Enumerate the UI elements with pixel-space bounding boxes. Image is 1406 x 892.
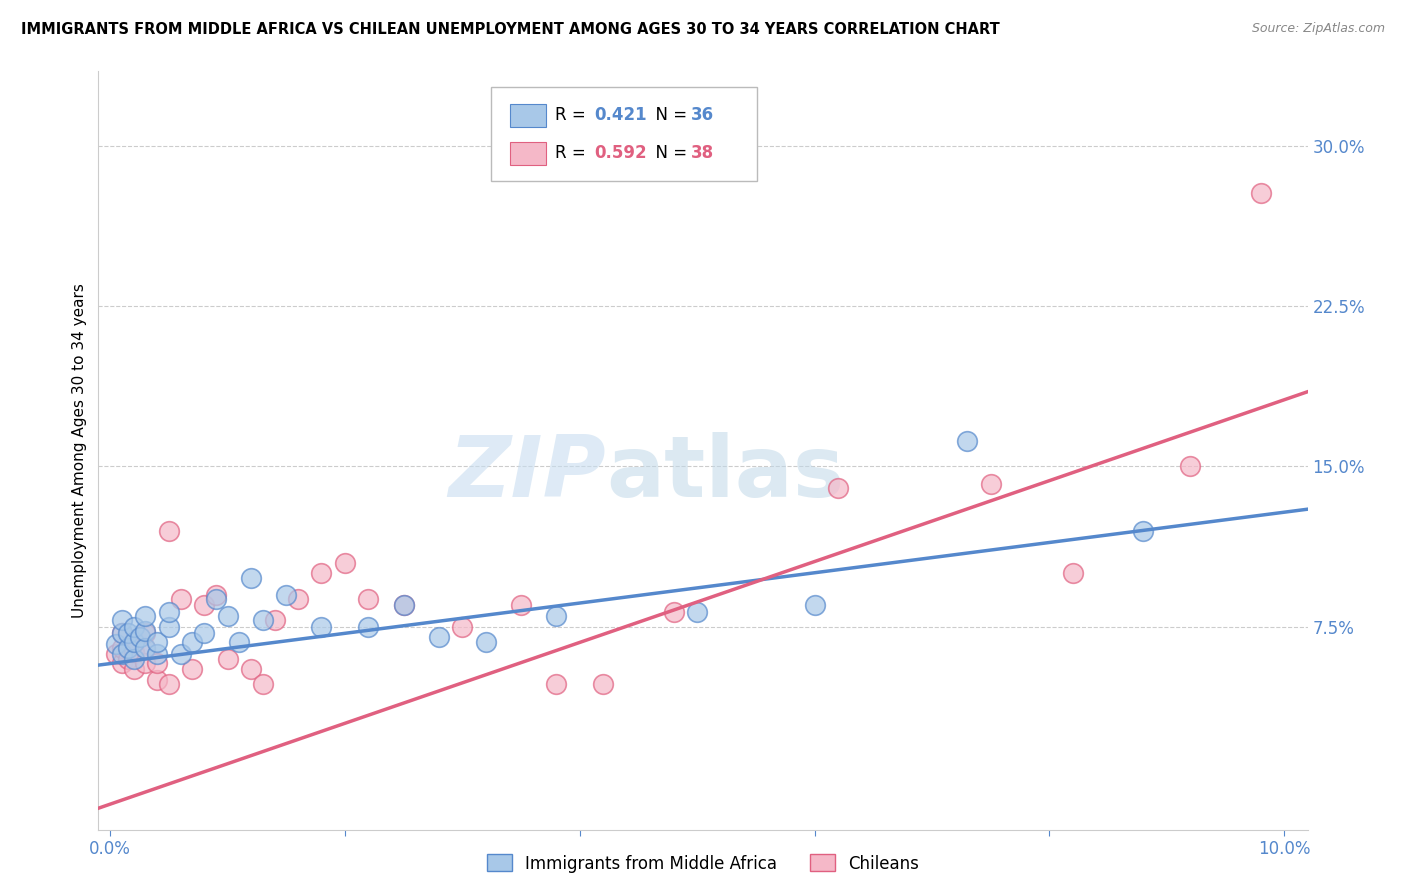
Text: 0.592: 0.592 (595, 145, 647, 162)
Point (510, 599, 533, 613)
Point (193, 599, 215, 613)
Point (451, 620, 474, 634)
Point (204, 588, 226, 602)
Point (122, 620, 145, 634)
Bar (509, 142, 546, 165)
Point (157, 677, 180, 691)
Text: N =: N = (645, 145, 692, 162)
Point (276, 588, 298, 602)
Point (240, 570, 263, 584)
Text: IMMIGRANTS FROM MIDDLE AFRICA VS CHILEAN UNEMPLOYMENT AMONG AGES 30 TO 34 YEARS : IMMIGRANTS FROM MIDDLE AFRICA VS CHILEAN… (21, 22, 1000, 37)
Point (111, 656, 134, 670)
Point (546, 677, 568, 691)
Point (122, 634, 145, 648)
Point (117, 640, 139, 655)
Point (146, 673, 169, 687)
Point (157, 524, 180, 538)
Point (392, 599, 415, 613)
Point (827, 481, 849, 495)
Point (333, 556, 356, 570)
Text: 38: 38 (690, 145, 714, 162)
Point (592, 677, 614, 691)
Point (803, 599, 825, 613)
Point (111, 648, 134, 662)
Point (217, 609, 239, 624)
Point (193, 626, 215, 640)
Text: ZIP: ZIP (449, 432, 606, 515)
Text: atlas: atlas (606, 432, 845, 515)
Text: R =: R = (555, 145, 592, 162)
Point (122, 645, 145, 659)
Point (956, 434, 979, 448)
Point (980, 476, 1002, 491)
FancyBboxPatch shape (492, 87, 758, 181)
Point (146, 656, 169, 670)
Point (311, 566, 333, 581)
Point (117, 626, 139, 640)
Point (105, 648, 128, 662)
Point (357, 620, 380, 634)
Point (1062, 566, 1084, 581)
Point (169, 648, 191, 662)
Point (1180, 459, 1202, 474)
Text: 0.421: 0.421 (595, 106, 647, 124)
Point (357, 591, 380, 606)
Point (134, 609, 156, 624)
Legend: Immigrants from Middle Africa, Chileans: Immigrants from Middle Africa, Chileans (479, 847, 927, 880)
Point (128, 631, 150, 645)
Point (122, 634, 145, 648)
Point (134, 640, 156, 655)
Point (111, 626, 134, 640)
Point (204, 591, 226, 606)
Point (427, 631, 450, 645)
Point (111, 640, 134, 655)
Point (111, 613, 134, 627)
Point (1132, 524, 1154, 538)
Point (662, 605, 685, 619)
Text: N =: N = (645, 106, 692, 124)
Point (252, 677, 274, 691)
Point (217, 651, 239, 665)
Point (157, 620, 180, 634)
Point (146, 648, 169, 662)
Point (686, 605, 709, 619)
Point (263, 613, 285, 627)
Point (240, 662, 263, 676)
Point (111, 626, 134, 640)
Point (134, 626, 156, 640)
Point (311, 620, 333, 634)
Point (252, 613, 274, 627)
Point (122, 651, 145, 665)
Point (157, 605, 180, 619)
Point (181, 634, 204, 648)
Point (546, 609, 568, 624)
Point (146, 634, 169, 648)
Point (134, 640, 156, 655)
Point (105, 637, 128, 651)
Point (1250, 186, 1272, 200)
Point (181, 662, 204, 676)
Text: R =: R = (555, 106, 592, 124)
Point (117, 651, 139, 665)
Text: 36: 36 (690, 106, 714, 124)
Point (122, 662, 145, 676)
Point (287, 591, 309, 606)
Point (475, 634, 498, 648)
Point (392, 599, 415, 613)
Bar (509, 104, 546, 127)
Point (228, 634, 250, 648)
Point (134, 656, 156, 670)
Text: Source: ZipAtlas.com: Source: ZipAtlas.com (1251, 22, 1385, 36)
Y-axis label: Unemployment Among Ages 30 to 34 years: Unemployment Among Ages 30 to 34 years (72, 283, 87, 618)
Point (134, 624, 156, 638)
Point (169, 591, 191, 606)
